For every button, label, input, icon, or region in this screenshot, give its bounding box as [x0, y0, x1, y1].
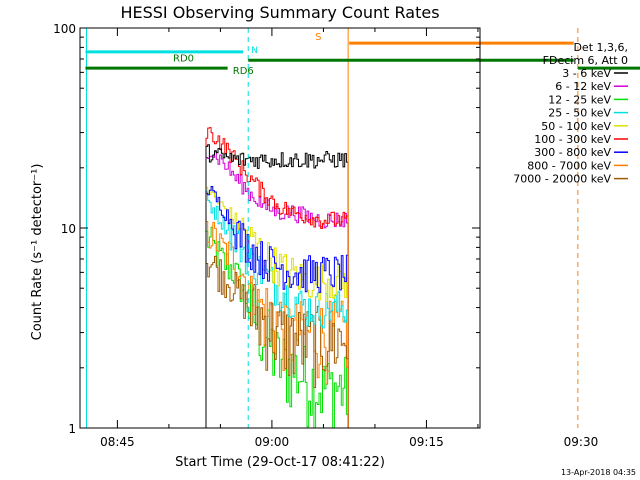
marker-layer: [85, 28, 579, 428]
trace-100-300-kev-interval-1: [205, 127, 349, 428]
x-tick-label: 09:30: [564, 435, 599, 449]
x-axis-label: Start Time (29-Oct-17 08:41:22): [175, 455, 385, 470]
chart-title: HESSI Observing Summary Count Rates: [120, 3, 439, 22]
legend-label-300-800-kev: 300 - 800 keV: [534, 146, 611, 159]
legend-header-line-2: FDecim 6, Att 0: [543, 54, 628, 67]
trace-3-6-kev-interval-1: [205, 144, 349, 428]
x-tick-label: 09:15: [409, 435, 444, 449]
legend-label-100-300-kev: 100 - 300 keV: [534, 133, 611, 146]
flag-label-s: S: [315, 32, 321, 43]
series-3-6-kev: [205, 144, 349, 428]
trace-7000-20000-kev-interval-1: [205, 255, 349, 428]
trace-300-800-kev-interval-1: [205, 186, 349, 428]
y-tick-label: 100: [53, 22, 76, 36]
axes-layer: 11010008:4509:0009:1509:3009:4510:0010:1…: [53, 22, 599, 449]
y-axis-label: Count Rate (s⁻¹ detector⁻¹): [30, 164, 45, 341]
legend-label-25-50-kev: 25 - 50 keV: [548, 107, 611, 120]
legend-label-12-25-kev: 12 - 25 keV: [548, 93, 611, 106]
x-tick-label: 08:45: [100, 435, 135, 449]
series-layer: [205, 127, 349, 428]
legend-label-7000-20000-kev: 7000 - 20000 keV: [513, 173, 611, 186]
series-100-300-kev: [205, 127, 349, 428]
y-tick-label: 1: [68, 422, 76, 436]
series-12-25-kev: [205, 226, 349, 428]
legend-label-800-7000-kev: 800 - 7000 keV: [527, 159, 611, 172]
legend-label-6-12-kev: 6 - 12 keV: [555, 80, 611, 93]
legend-header-line-1: Det 1,3,6,: [573, 41, 628, 54]
flag-layer: S N RD0 RD6: [85, 32, 640, 77]
flag-label-n: N: [251, 46, 258, 56]
series-7000-20000-kev: [205, 255, 349, 428]
trace-12-25-kev-interval-1: [205, 226, 349, 428]
legend-label-50-100-kev: 50 - 100 keV: [541, 120, 611, 133]
flag-label-rd0: RD0: [173, 53, 194, 64]
series-300-800-kev: [205, 186, 349, 428]
legend-label-3-6-kev: 3 - 6 keV: [562, 67, 611, 80]
x-tick-label: 09:00: [255, 435, 290, 449]
flag-label-rd6: RD6: [233, 66, 254, 77]
y-tick-label: 10: [61, 222, 76, 236]
trace-50-100-kev-interval-1: [205, 186, 349, 428]
footer-timestamp: 13-Apr-2018 04:35: [561, 468, 636, 477]
series-50-100-kev: [205, 186, 349, 428]
